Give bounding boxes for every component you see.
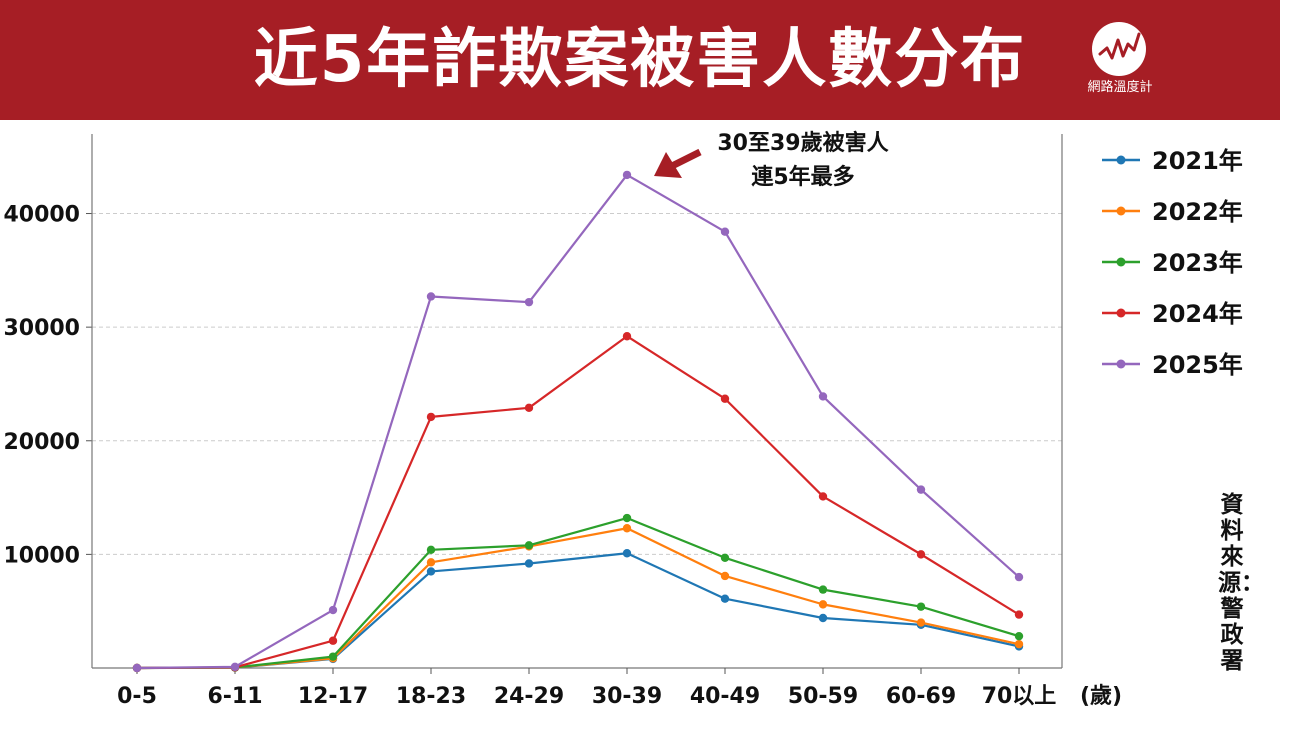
data-point: [818, 600, 828, 609]
data-point: [328, 652, 338, 661]
data-point: [916, 485, 926, 494]
series-line: [136, 335, 1020, 670]
data-point: [720, 394, 730, 403]
legend-swatch-marker: [1116, 257, 1126, 267]
data-point: [524, 541, 534, 550]
x-tick-label: 50-59: [788, 684, 858, 709]
legend-swatch-marker: [1116, 155, 1126, 165]
legend-label: 2021年: [1152, 147, 1243, 175]
data-point: [524, 403, 534, 413]
y-tick-label: 10000: [3, 543, 80, 568]
legend-swatch-marker: [1116, 308, 1126, 318]
data-point: [818, 492, 828, 501]
data-point: [426, 292, 436, 301]
data-point: [1014, 610, 1024, 619]
data-point: [426, 545, 436, 555]
data-point: [328, 605, 338, 615]
series-line: [136, 173, 1020, 670]
data-point: [426, 567, 436, 576]
data-point: [622, 549, 632, 558]
legend-label: 2025年: [1152, 351, 1243, 379]
x-axis-label: (歲): [1080, 684, 1122, 709]
data-point: [230, 662, 240, 672]
data-point: [1014, 572, 1024, 582]
series-line: [136, 552, 1020, 670]
annotation-line-2: 連5年最多: [751, 164, 854, 190]
data-point: [426, 558, 436, 567]
data-point: [622, 513, 632, 523]
data-point: [524, 559, 534, 568]
y-tick-label: 20000: [3, 430, 80, 455]
y-tick-label: 40000: [3, 203, 80, 228]
data-point: [524, 297, 534, 307]
logo-text: 網路溫度計: [1087, 80, 1153, 95]
title-banner: 近5年詐欺案被害人數分布 網路溫度計: [0, 0, 1280, 120]
legend-label: 2024年: [1152, 300, 1243, 328]
data-point: [720, 594, 730, 603]
thermometer-logo-icon: [1092, 22, 1146, 76]
x-tick-label: 18-23: [396, 684, 466, 709]
legend-swatch-marker: [1116, 359, 1126, 369]
y-tick-label: 30000: [3, 316, 80, 341]
x-tick-label: 12-17: [298, 684, 368, 709]
x-tick-label: 70以上: [982, 684, 1057, 709]
data-point: [818, 392, 828, 401]
data-point: [622, 170, 632, 180]
data-point: [328, 636, 338, 645]
data-point: [426, 412, 436, 422]
data-point: [1014, 639, 1024, 649]
x-tick-label: 24-29: [494, 684, 564, 709]
data-point: [818, 585, 828, 594]
annotation-line-1: 30至39歲被害人: [717, 130, 888, 156]
legend-label: 2022年: [1152, 198, 1243, 226]
data-point: [916, 550, 926, 559]
data-point: [720, 553, 730, 562]
data-point: [622, 524, 632, 533]
data-point: [132, 663, 142, 673]
data-point: [720, 227, 730, 236]
brand-logo: 網路溫度計: [1070, 14, 1170, 114]
data-point: [916, 602, 926, 611]
legend-label: 2023年: [1152, 249, 1243, 277]
data-point: [622, 332, 632, 341]
data-point: [1014, 631, 1024, 641]
annotation-arrow-shaft: [670, 148, 702, 170]
x-tick-label: 30-39: [592, 684, 662, 709]
legend-swatch-marker: [1116, 206, 1126, 216]
x-tick-label: 60-69: [886, 684, 956, 709]
data-point: [720, 571, 730, 581]
x-tick-label: 40-49: [690, 684, 760, 709]
series-line: [136, 516, 1020, 670]
x-tick-label: 6-11: [207, 684, 262, 709]
data-point: [818, 613, 828, 623]
data-point: [916, 618, 926, 627]
x-tick-label: 0-5: [117, 684, 157, 709]
page-title: 近5年詐欺案被害人數分布: [253, 23, 1027, 97]
annotation-arrow-head: [654, 152, 682, 178]
source-note: 資料來源：警政署: [1218, 492, 1264, 674]
